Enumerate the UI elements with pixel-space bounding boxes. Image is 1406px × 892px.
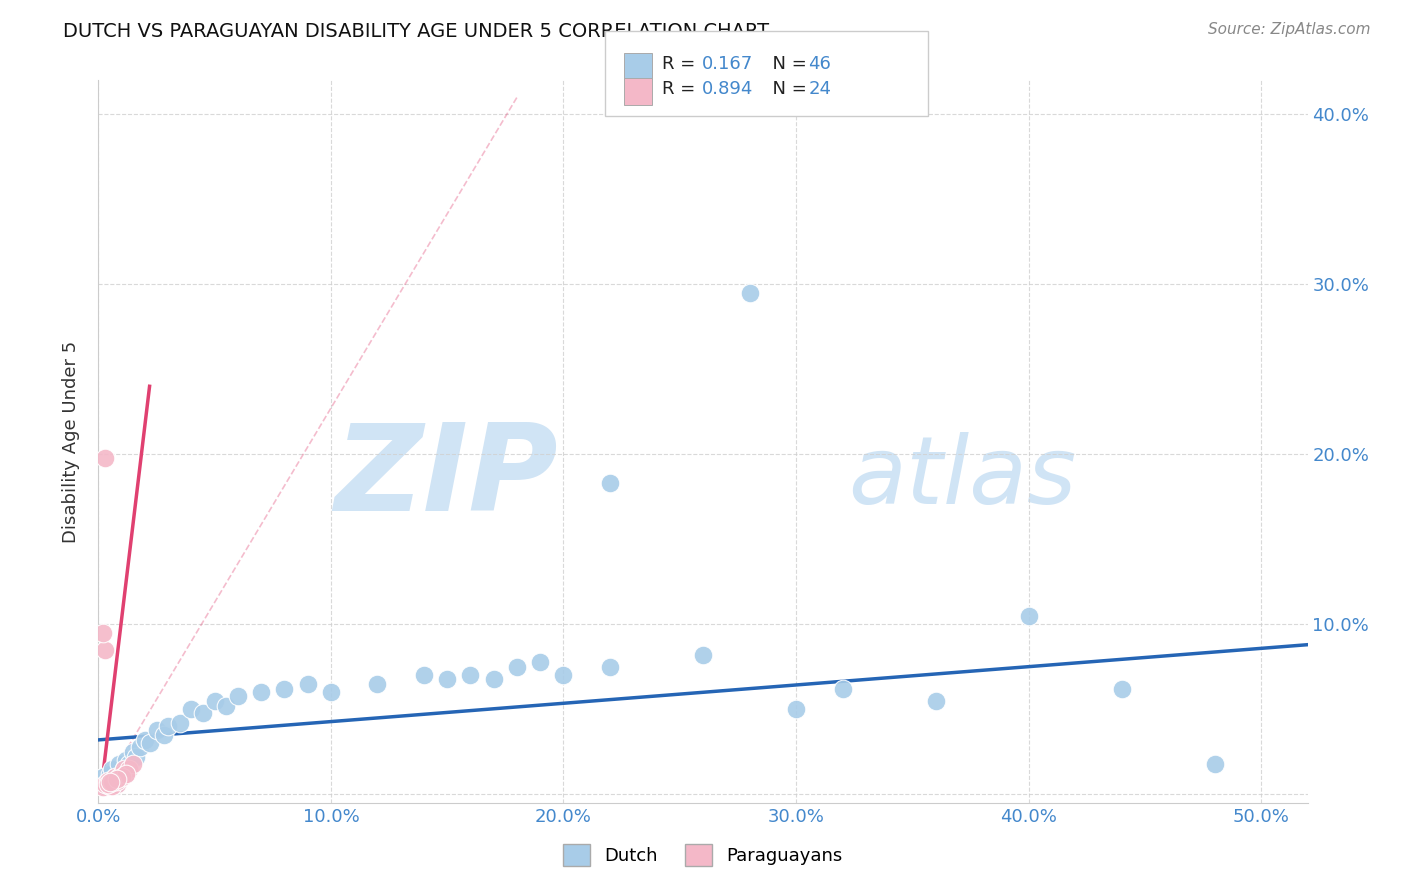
- Point: [529, 655, 551, 669]
- Point: [105, 777, 128, 791]
- Text: 0.894: 0.894: [702, 80, 754, 98]
- Text: R =: R =: [662, 80, 707, 98]
- Point: [124, 750, 146, 764]
- Point: [122, 745, 145, 759]
- Point: [91, 625, 114, 640]
- Point: [157, 719, 180, 733]
- Text: 24: 24: [808, 80, 831, 98]
- Point: [215, 698, 238, 713]
- Point: [506, 660, 529, 674]
- Point: [134, 732, 156, 747]
- Point: [115, 753, 138, 767]
- Point: [112, 762, 135, 776]
- Point: [111, 770, 134, 784]
- Point: [94, 642, 117, 657]
- Point: [115, 767, 138, 781]
- Point: [97, 773, 120, 788]
- Point: [831, 681, 853, 696]
- Point: [152, 728, 174, 742]
- Point: [129, 739, 152, 754]
- Point: [145, 723, 167, 737]
- Point: [366, 677, 388, 691]
- Point: [105, 772, 128, 786]
- Y-axis label: Disability Age Under 5: Disability Age Under 5: [62, 341, 80, 542]
- Point: [460, 668, 482, 682]
- Point: [111, 767, 134, 781]
- Point: [180, 702, 202, 716]
- Point: [226, 689, 249, 703]
- Point: [1111, 681, 1133, 696]
- Point: [104, 770, 127, 784]
- Point: [118, 756, 141, 771]
- Point: [105, 773, 128, 788]
- Point: [599, 660, 621, 674]
- Point: [785, 702, 807, 716]
- Point: [94, 779, 117, 793]
- Point: [98, 767, 121, 781]
- Point: [924, 694, 946, 708]
- Point: [94, 777, 117, 791]
- Point: [138, 736, 160, 750]
- Point: [112, 762, 135, 776]
- Point: [111, 767, 134, 781]
- Point: [599, 476, 621, 491]
- Point: [91, 780, 114, 795]
- Point: [553, 668, 575, 682]
- Point: [98, 779, 121, 793]
- Point: [319, 685, 342, 699]
- Point: [98, 775, 121, 789]
- Point: [94, 450, 117, 465]
- Point: [250, 685, 273, 699]
- Text: 0.167: 0.167: [702, 55, 752, 73]
- Point: [482, 672, 505, 686]
- Text: ZIP: ZIP: [335, 419, 558, 536]
- Text: 46: 46: [808, 55, 831, 73]
- Point: [101, 779, 124, 793]
- Point: [436, 672, 458, 686]
- Point: [1204, 756, 1226, 771]
- Point: [91, 770, 114, 784]
- Point: [1018, 608, 1040, 623]
- Point: [118, 762, 141, 776]
- Point: [297, 677, 319, 691]
- Point: [692, 648, 714, 662]
- Point: [122, 756, 145, 771]
- Text: R =: R =: [662, 55, 707, 73]
- Point: [101, 773, 124, 788]
- Point: [108, 770, 131, 784]
- Text: atlas: atlas: [848, 432, 1077, 524]
- Text: N =: N =: [761, 80, 813, 98]
- Point: [191, 706, 214, 720]
- Point: [204, 694, 226, 708]
- Point: [101, 762, 124, 776]
- Point: [105, 777, 128, 791]
- Text: Source: ZipAtlas.com: Source: ZipAtlas.com: [1208, 22, 1371, 37]
- Text: DUTCH VS PARAGUAYAN DISABILITY AGE UNDER 5 CORRELATION CHART: DUTCH VS PARAGUAYAN DISABILITY AGE UNDER…: [63, 22, 769, 41]
- Point: [97, 773, 120, 788]
- Point: [115, 767, 138, 781]
- Point: [108, 756, 131, 771]
- Point: [104, 770, 127, 784]
- Text: N =: N =: [761, 55, 813, 73]
- Point: [738, 285, 761, 300]
- Point: [101, 775, 124, 789]
- Point: [97, 777, 120, 791]
- Point: [413, 668, 436, 682]
- Point: [273, 681, 295, 696]
- Legend: Dutch, Paraguayans: Dutch, Paraguayans: [555, 837, 851, 873]
- Point: [169, 715, 191, 730]
